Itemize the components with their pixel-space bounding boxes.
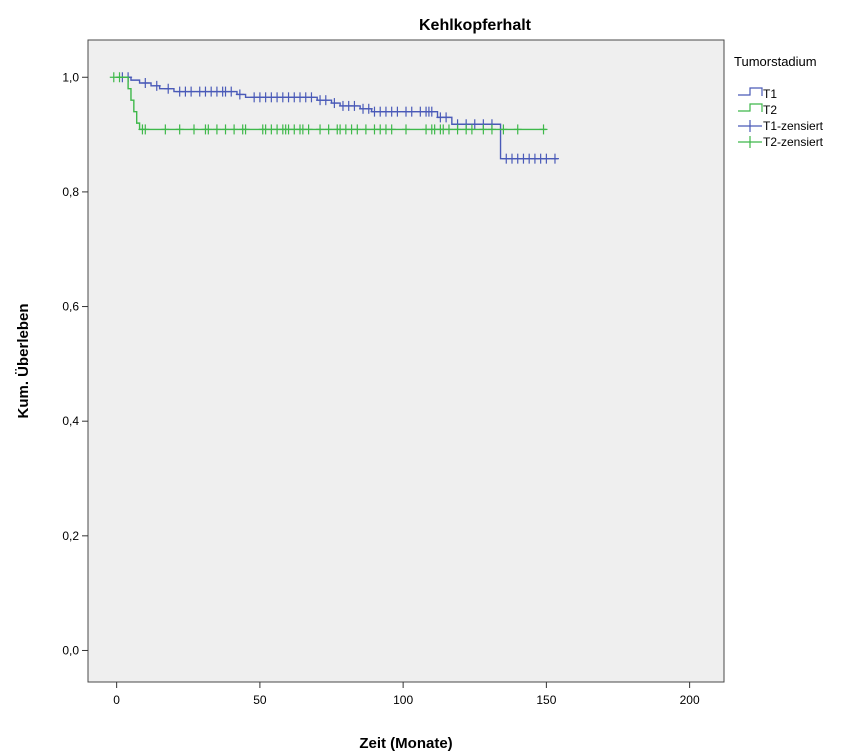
y-tick-label: 0,8 bbox=[62, 185, 79, 199]
censor-mark-t1 bbox=[235, 89, 244, 100]
legend-item: T1-zensiert bbox=[738, 119, 824, 133]
x-tick-label: 100 bbox=[393, 693, 413, 707]
censor-mark-t1 bbox=[393, 106, 402, 117]
censor-mark-t2 bbox=[115, 72, 124, 83]
censor-mark-t2 bbox=[324, 124, 333, 135]
censor-mark-t1 bbox=[350, 100, 359, 111]
censor-mark-t2 bbox=[221, 124, 230, 135]
x-tick-label: 200 bbox=[680, 693, 700, 707]
censor-mark-t1 bbox=[152, 80, 161, 91]
censor-mark-t2 bbox=[361, 124, 370, 135]
censor-mark-t2 bbox=[513, 124, 522, 135]
censor-mark-t2 bbox=[479, 124, 488, 135]
censor-mark-t2 bbox=[204, 124, 213, 135]
censor-mark-t1 bbox=[470, 119, 479, 130]
censor-mark-t2 bbox=[141, 124, 150, 135]
legend-label: T2 bbox=[763, 103, 777, 117]
censor-mark-t2 bbox=[230, 124, 239, 135]
censor-mark-t1 bbox=[364, 103, 373, 114]
censor-mark-t1 bbox=[542, 153, 551, 164]
legend-step-swatch bbox=[738, 87, 763, 96]
y-axis: 0,0 0,2 0,4 0,6 0,8 1,0 bbox=[62, 70, 88, 657]
x-tick-label: 150 bbox=[536, 693, 556, 707]
y-tick-label: 0,2 bbox=[62, 529, 79, 543]
y-tick-label: 0,4 bbox=[62, 414, 79, 428]
censor-mark-t2 bbox=[316, 124, 325, 135]
censor-mark-t1 bbox=[187, 86, 196, 97]
x-axis-label: Zeit (Monate) bbox=[359, 735, 452, 752]
censor-mark-t1 bbox=[164, 83, 173, 94]
legend-label: T1 bbox=[763, 87, 777, 101]
legend-label: T2-zensiert bbox=[763, 135, 824, 149]
censor-mark-t1 bbox=[330, 98, 339, 109]
censor-mark-t2 bbox=[402, 124, 410, 135]
censor-mark-t1 bbox=[442, 112, 451, 123]
censor-mark-t2 bbox=[353, 124, 362, 135]
legend-item: T2 bbox=[738, 103, 777, 117]
censor-mark-t2 bbox=[453, 124, 462, 135]
survival-curve-t1 bbox=[116, 76, 558, 160]
y-axis-label: Kum. Überleben bbox=[15, 303, 32, 418]
censor-mark-t2 bbox=[190, 124, 198, 135]
censor-mark-t1 bbox=[427, 106, 436, 117]
censor-mark-t2 bbox=[499, 124, 508, 135]
y-tick-label: 0,0 bbox=[62, 643, 79, 657]
censor-mark-t1 bbox=[407, 106, 416, 117]
legend-item: T1 bbox=[738, 87, 777, 101]
plot-area bbox=[87, 39, 725, 683]
censor-mark-t2 bbox=[467, 124, 476, 135]
censor-mark-t2 bbox=[241, 124, 250, 135]
chart-title: Kehlkopferhalt bbox=[419, 17, 532, 34]
survival-curve-t2 bbox=[116, 76, 547, 131]
censor-mark-t1 bbox=[550, 153, 559, 164]
x-tick-label: 0 bbox=[113, 693, 120, 707]
legend-step-swatch bbox=[738, 103, 763, 112]
censor-mark-t2 bbox=[175, 124, 184, 135]
x-axis: 0 50 100 150 200 bbox=[113, 682, 700, 707]
censor-mark-t2 bbox=[387, 124, 396, 135]
censor-mark-t1 bbox=[141, 77, 150, 88]
censor-mark-t2 bbox=[539, 124, 548, 135]
censor-mark-t2 bbox=[304, 124, 313, 135]
series-layer bbox=[109, 72, 559, 164]
censor-mark-t2 bbox=[161, 124, 170, 135]
censor-mark-t2 bbox=[444, 124, 453, 135]
legend-item: T2-zensiert bbox=[738, 135, 824, 149]
legend-title: Tumorstadium bbox=[734, 54, 817, 69]
censor-mark-t1 bbox=[307, 92, 316, 103]
censor-mark-t2 bbox=[212, 124, 221, 135]
x-tick-label: 50 bbox=[253, 693, 267, 707]
legend: Tumorstadium T1 T2 T1-zensiert T2-zensiert bbox=[734, 54, 824, 149]
legend-label: T1-zensiert bbox=[763, 119, 824, 133]
y-tick-label: 1,0 bbox=[62, 70, 79, 84]
censor-mark-t2 bbox=[487, 124, 496, 135]
censor-mark-t1 bbox=[227, 86, 236, 97]
y-tick-label: 0,6 bbox=[62, 300, 79, 314]
censor-mark-t1 bbox=[321, 95, 330, 106]
